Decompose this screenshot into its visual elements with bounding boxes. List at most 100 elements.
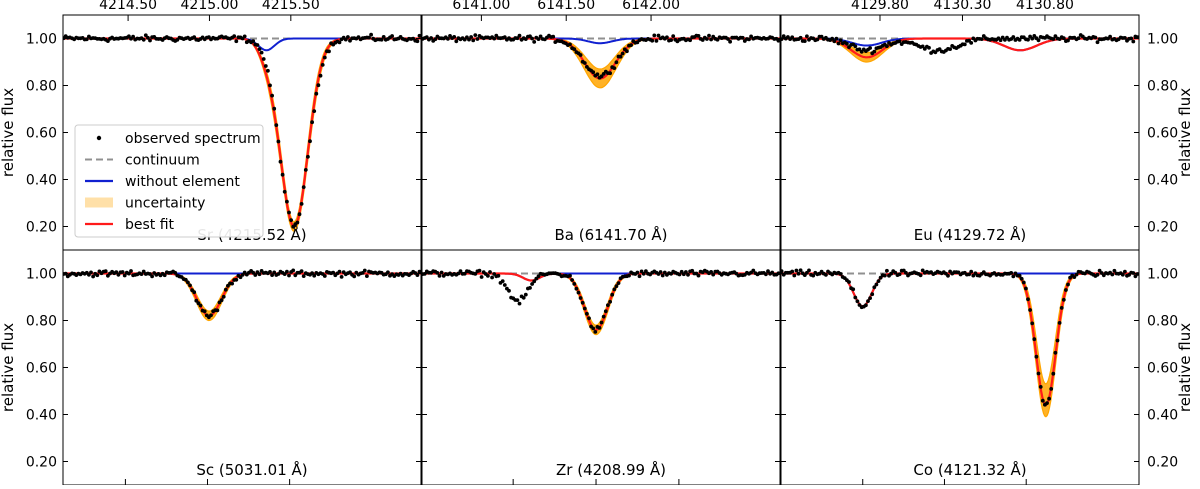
panel-top-left: 4214.50 4215.00 4215.50 1.00 0.80 0.60 0.40 0.2… <box>0 0 422 251</box>
observed-point <box>747 37 751 42</box>
observed-point <box>1061 297 1066 302</box>
observed-point <box>259 50 264 55</box>
observed-point <box>707 33 711 38</box>
panel-frame <box>421 249 781 486</box>
observed-point <box>287 210 291 215</box>
y-axis-label: relative flux <box>1176 323 1194 412</box>
observed-point <box>486 274 490 278</box>
observed-point <box>832 39 837 44</box>
observed-point <box>776 38 780 43</box>
plot-area <box>63 268 421 322</box>
observed-point <box>962 42 967 47</box>
x-tick-label: 6141.50 <box>537 0 595 13</box>
observed-point <box>1112 268 1117 273</box>
y-tick-label: 0.60 <box>1147 126 1178 142</box>
observed-point <box>89 270 93 275</box>
observed-point <box>845 41 849 46</box>
panel-frame <box>780 249 1140 486</box>
observed-point <box>285 199 289 204</box>
observed-point <box>728 39 732 44</box>
observed-point <box>1074 272 1079 277</box>
observed-point <box>1049 387 1054 391</box>
plot-area <box>781 268 1139 418</box>
observed-point <box>805 34 809 39</box>
observed-point <box>969 269 974 274</box>
observed-point <box>904 270 908 275</box>
observed-point <box>618 54 623 59</box>
observed-point <box>802 39 807 43</box>
observed-point <box>415 273 420 277</box>
observed-point <box>897 39 902 44</box>
observed-point <box>322 274 327 278</box>
observed-point <box>297 212 302 217</box>
observed-point <box>473 33 478 37</box>
observed-point <box>173 270 178 275</box>
observed-point <box>365 274 369 278</box>
observed-point <box>517 301 522 306</box>
observed-point <box>889 271 893 276</box>
legend-label: continuum <box>125 153 200 169</box>
best-fit-line <box>63 272 421 317</box>
y-tick-label: 0.40 <box>26 408 57 424</box>
observed-point <box>1040 398 1045 403</box>
observed-point <box>521 295 526 300</box>
observed-point <box>614 60 619 65</box>
observed-point <box>219 298 224 303</box>
panel-frame <box>780 14 1140 251</box>
observed-point <box>834 36 839 41</box>
observed-point <box>876 279 881 283</box>
observed-point <box>261 57 266 61</box>
observed-point <box>1066 38 1070 43</box>
observed-point <box>454 39 459 44</box>
observed-point <box>606 303 610 307</box>
y-tick-label: 0.60 <box>26 361 57 377</box>
observed-point <box>369 32 373 37</box>
observed-point <box>1009 271 1014 275</box>
observed-point <box>1017 38 1022 42</box>
observed-point <box>215 308 220 313</box>
observed-point <box>918 273 923 278</box>
observed-point <box>331 270 336 275</box>
observed-point <box>381 35 386 39</box>
observed-point <box>437 274 442 278</box>
observed-point <box>379 37 384 42</box>
y-tick-label: 0.20 <box>1147 220 1178 236</box>
observed-point <box>568 273 572 278</box>
observed-point <box>576 290 581 295</box>
observed-point <box>515 298 520 302</box>
element-label: Eu (4129.72 Å) <box>914 225 1027 244</box>
observed-point <box>312 273 317 278</box>
observed-point <box>1011 274 1016 279</box>
observed-point <box>764 272 768 277</box>
observed-point <box>352 274 357 279</box>
observed-point <box>967 272 971 277</box>
observed-point <box>234 39 239 44</box>
observed-point <box>417 33 421 38</box>
element-label: Zr (4208.99 Å) <box>556 460 666 479</box>
observed-point <box>162 273 167 278</box>
observed-point <box>346 35 350 39</box>
observed-point <box>253 273 258 277</box>
observed-point <box>1036 38 1041 43</box>
observed-point <box>612 66 617 70</box>
panel-frame <box>62 249 422 486</box>
legend-label: best fit <box>125 217 175 233</box>
y-tick-label: 0.80 <box>1147 79 1178 95</box>
y-tick-label: 0.60 <box>1147 361 1178 377</box>
y-tick-label: 0.40 <box>26 173 57 189</box>
y-tick-label: 0.40 <box>1147 173 1178 189</box>
observed-point <box>641 271 646 276</box>
observed-point <box>532 40 537 44</box>
observed-point <box>593 330 598 334</box>
observed-point <box>188 283 192 288</box>
observed-point <box>299 202 304 206</box>
observed-point <box>255 43 260 47</box>
observed-point <box>339 275 344 279</box>
observed-point <box>855 299 860 304</box>
observed-point <box>587 316 591 321</box>
observed-point <box>969 41 974 45</box>
observed-point <box>103 269 108 274</box>
observed-point <box>415 39 420 44</box>
observed-point <box>120 270 125 274</box>
y-tick-label: 0.80 <box>1147 314 1178 330</box>
